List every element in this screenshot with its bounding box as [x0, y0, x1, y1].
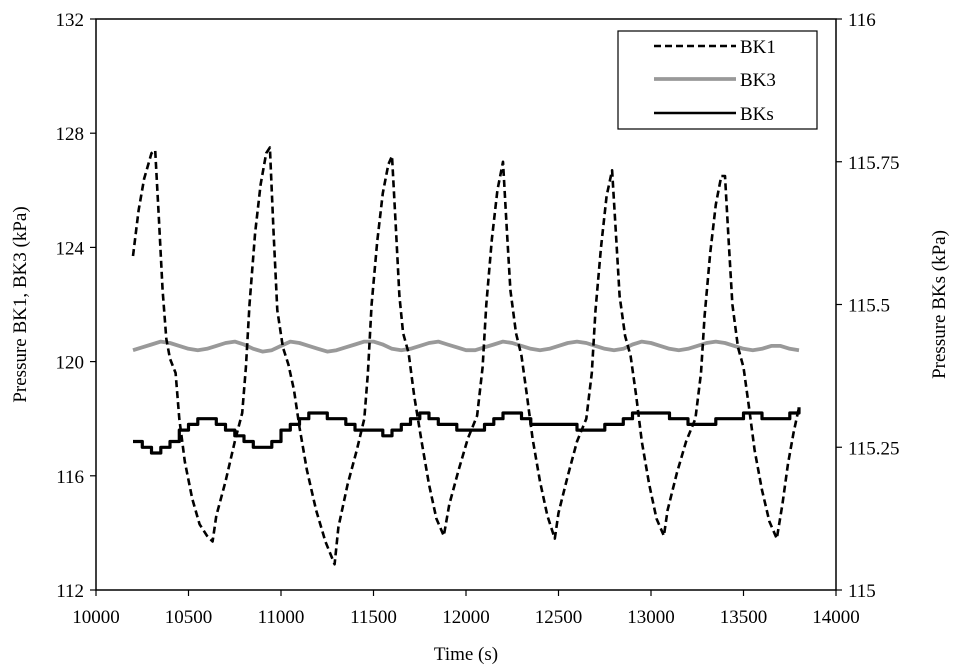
legend-label-bk3: BK3 [740, 70, 776, 91]
y-right-tick-label: 116 [848, 10, 876, 31]
series-line-bk3 [132, 339, 800, 354]
x-tick-label: 11500 [350, 607, 397, 628]
x-tick-label: 14000 [812, 607, 860, 628]
y-right-tick-label: 115.75 [848, 153, 900, 174]
ticks-layer: 10000 10500 11000 11500 12000 12500 13000 13500… [56, 10, 900, 628]
y-left-tick-label: 112 [56, 581, 84, 602]
x-tick-label: 12500 [535, 607, 583, 628]
legend-label-bk1: BK1 [740, 37, 776, 58]
y-axis-left-label: Pressure BK1, BK3 (kPa) [10, 206, 31, 402]
legend: BK1 BK3 BKs [617, 30, 818, 130]
x-axis-label: Time (s) [434, 644, 498, 665]
y-right-tick-label: 115.5 [848, 296, 890, 317]
y-left-tick-label: 116 [56, 467, 84, 488]
y-left-tick-label: 124 [56, 238, 85, 259]
legend-label-bks: BKs [740, 104, 774, 125]
y-axis-right-label: Pressure BKs (kPa) [929, 230, 950, 379]
x-tick-label: 11000 [258, 607, 305, 628]
x-tick-label: 12000 [442, 607, 490, 628]
x-tick-label: 13500 [720, 607, 768, 628]
x-tick-label: 10000 [72, 607, 120, 628]
y-right-tick-label: 115.25 [848, 438, 900, 459]
y-left-tick-label: 128 [56, 124, 85, 145]
y-left-tick-label: 120 [56, 353, 85, 374]
y-right-tick-label: 115 [848, 581, 876, 602]
series-layer [131, 146, 801, 566]
y-left-tick-label: 132 [56, 10, 85, 31]
x-tick-label: 13000 [627, 607, 675, 628]
series-line-bks [133, 407, 801, 455]
x-tick-label: 10500 [165, 607, 213, 628]
series-line-bk1 [131, 146, 801, 566]
